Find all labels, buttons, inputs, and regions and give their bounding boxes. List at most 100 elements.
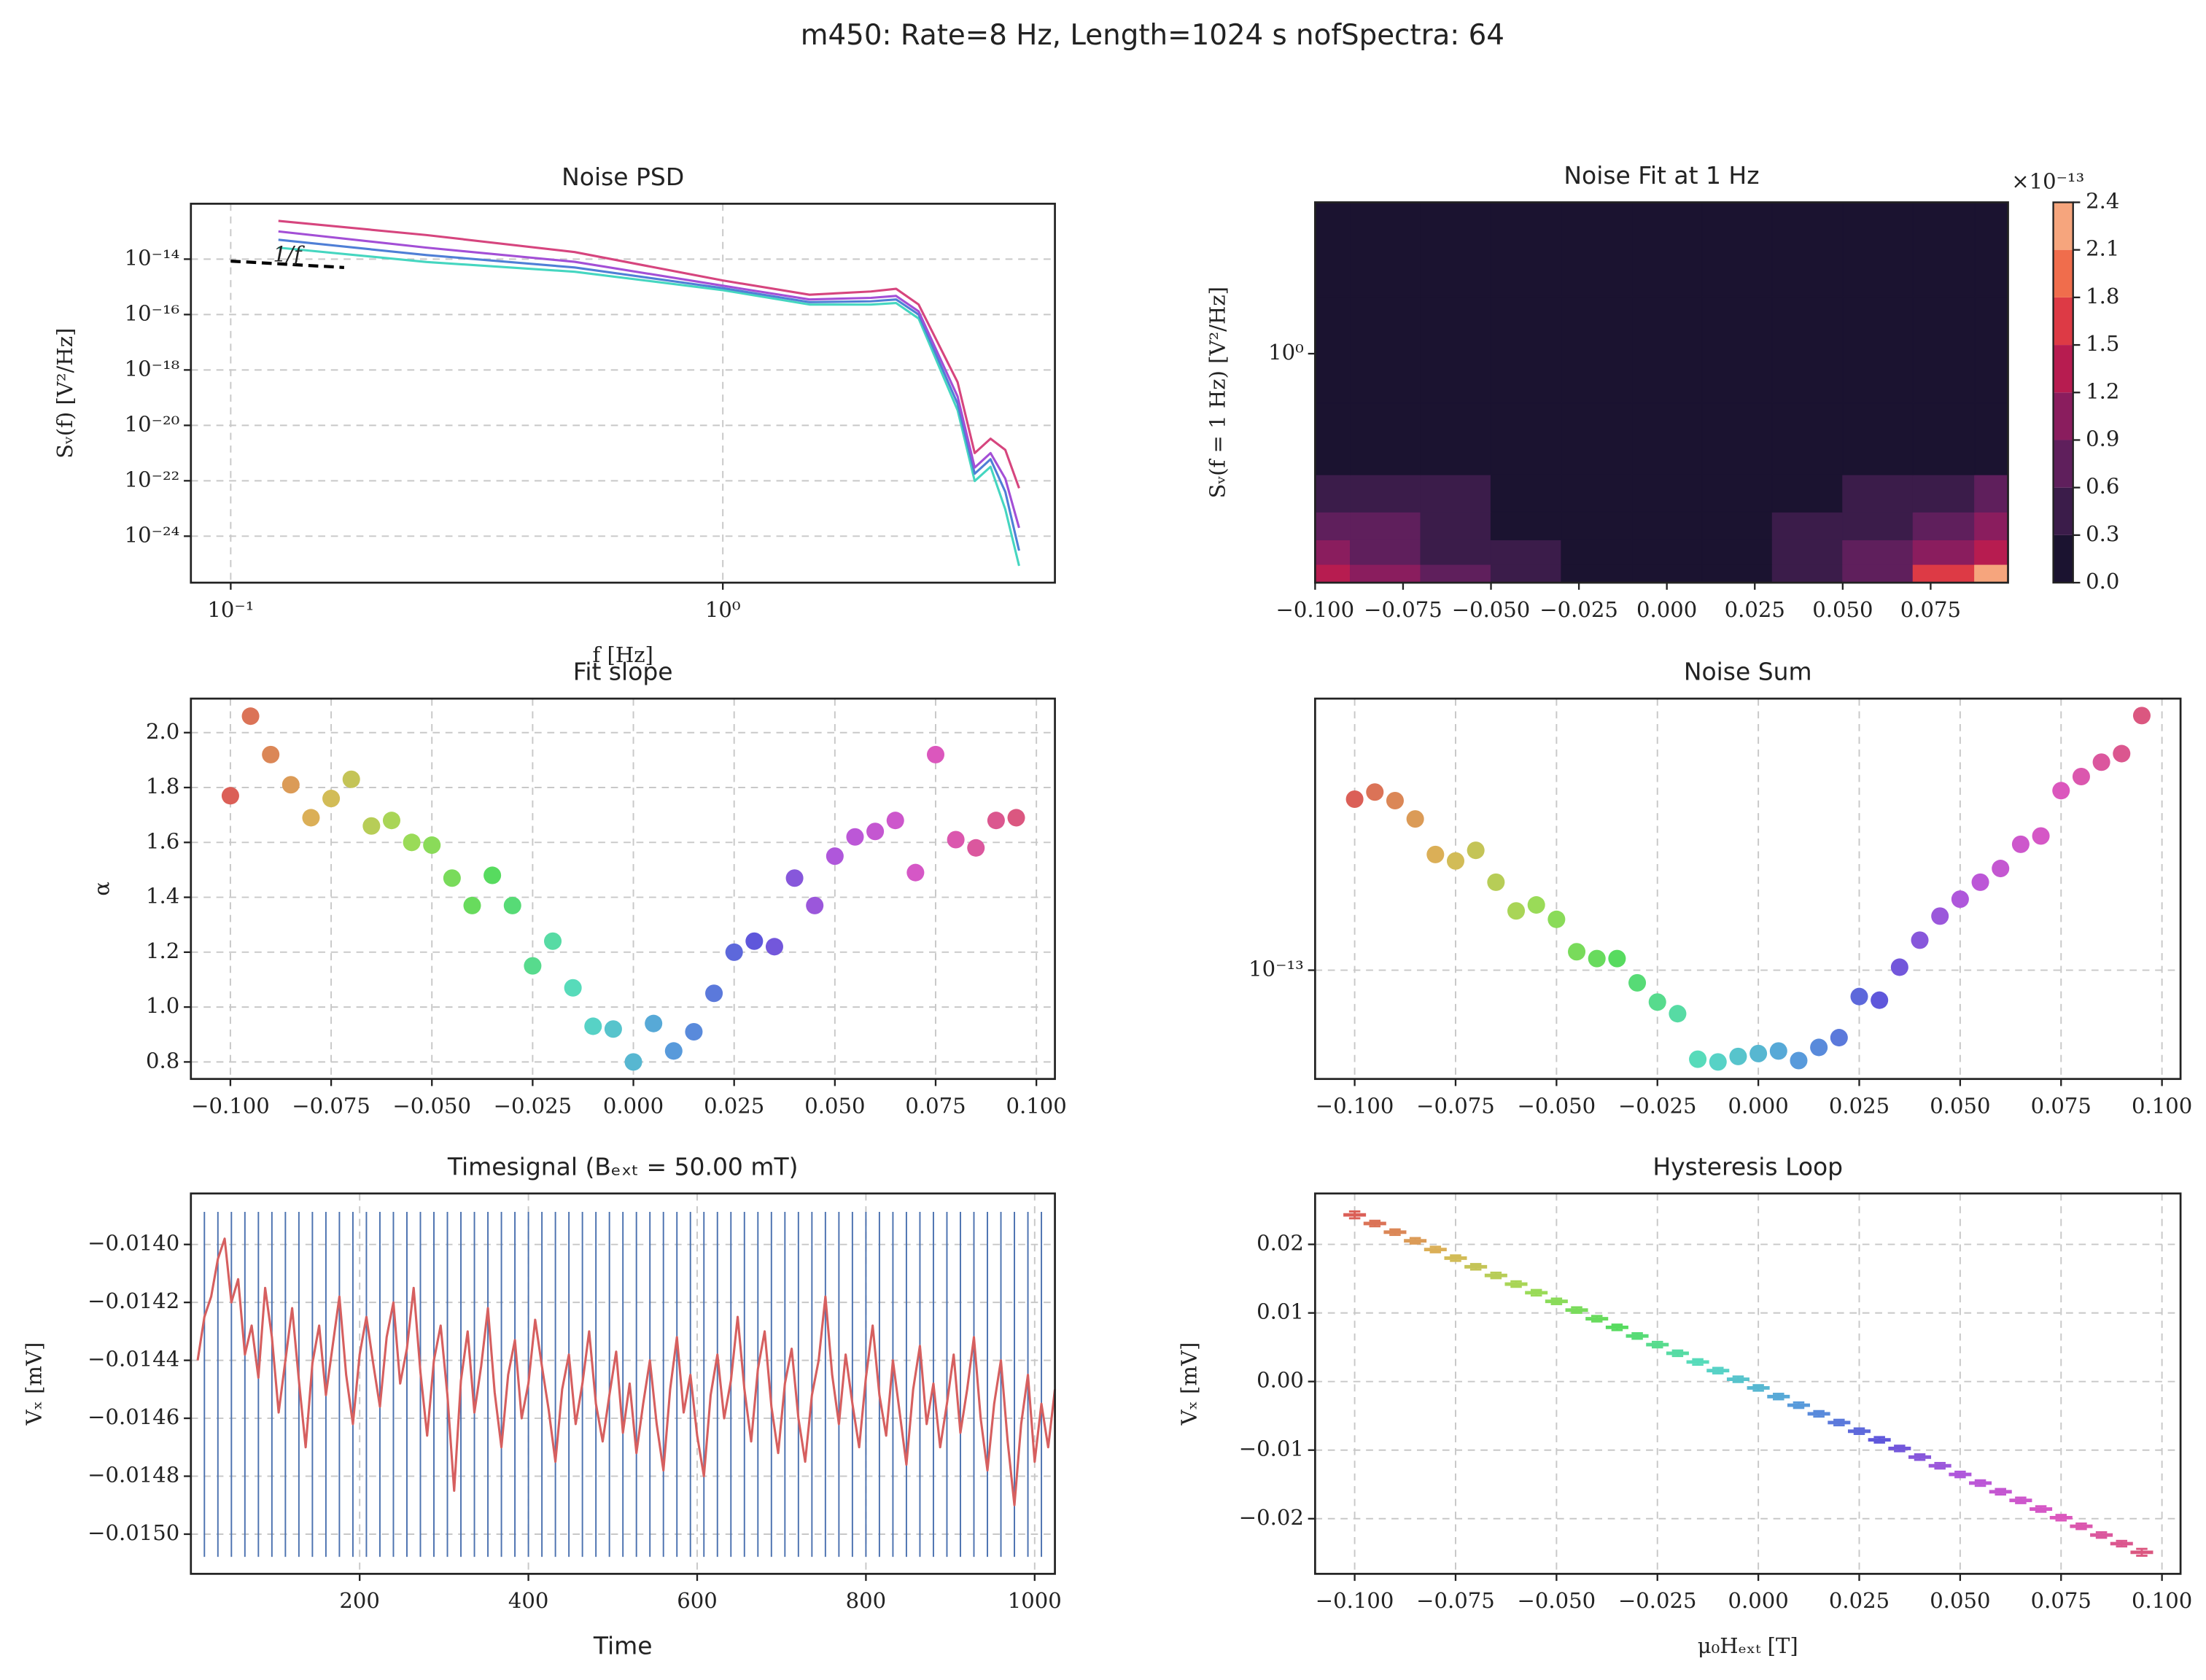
point [1709,1053,1727,1071]
line [278,219,1020,489]
x-tick-label: 0.075 [2031,1093,2092,1118]
contour-cell [1974,402,2009,475]
y-tick-label: 0.8 [146,1048,179,1073]
x-tick-label: 0.100 [1006,1093,1067,1118]
x-tick-label: 0.075 [1900,597,1961,622]
contour-cell [1314,402,1351,475]
point [322,790,341,808]
contour-cell [1314,295,1351,404]
contour-cell [1701,511,1773,540]
contour-cell [1631,474,1703,513]
contour-cell [1561,511,1633,540]
point [241,707,260,726]
point [1931,907,1949,925]
contour-cell [1912,564,1976,583]
contour-cell [1912,201,1976,298]
x-tick-label: 0.000 [1728,1588,1788,1613]
contour-cell [1631,201,1703,298]
point [624,1053,642,1071]
point [1007,809,1025,827]
contour-cell [1974,511,2009,540]
chart-title: Noise Fit at 1 Hz [1564,161,1759,190]
contour-cell [1314,201,1351,298]
point [604,1020,622,1038]
point [1507,902,1526,920]
annotation: 1/f [273,241,306,266]
point [725,943,743,961]
x-tick-label: −0.075 [1416,1093,1495,1118]
point [1971,873,1989,891]
point [1669,1005,1687,1023]
x-tick-label: 0.000 [1728,1093,1788,1118]
x-tick-label: 1000 [1008,1588,1062,1613]
x-tick-label: −0.025 [1618,1588,1697,1613]
contour-cell [1631,402,1703,475]
contour-cell [1771,539,1844,565]
colorbar-segment [2053,297,2073,346]
contour-cell [1490,539,1562,565]
point [403,833,421,852]
y-tick-label: −0.0142 [88,1288,179,1313]
contour-cell [1701,295,1773,404]
point [1871,991,1889,1009]
point [362,817,381,835]
point [866,822,885,841]
point [846,828,864,846]
line [278,246,1020,567]
y-tick-label: 1.4 [146,884,179,909]
x-axis-label: f [Hz] [592,642,653,667]
point [2032,827,2050,845]
y-axis-label: Sᵥ(f = 1 Hz) [V²/Hz] [1205,287,1230,499]
x-tick-label: 0.050 [1930,1093,1990,1118]
x-tick-label: 0.000 [1636,597,1697,622]
contour-cell [1350,201,1421,298]
x-tick-label: −0.075 [292,1093,370,1118]
y-tick-label: 10⁻¹⁸ [125,356,180,381]
chart-title: Fit slope [573,658,673,686]
point [685,1022,703,1041]
point [1689,1050,1707,1068]
contour-cell [1974,201,2009,298]
colorbar-tick-label: 2.1 [2086,236,2119,261]
y-tick-label: −0.0140 [88,1231,179,1256]
y-axis-label: Sᵥ(f) [V²/Hz] [53,328,77,459]
x-tick-label: −0.025 [1618,1093,1697,1118]
point [765,938,783,956]
point [524,957,542,975]
x-tick-label: 0.100 [2132,1093,2192,1118]
point [1648,993,1666,1011]
y-tick-label: 1.2 [146,938,179,963]
y-tick-label: 1.6 [146,828,179,853]
figure-title: m450: Rate=8 Hz, Length=1024 s nofSpectr… [801,19,1504,52]
contour-cell [1701,402,1773,475]
point [1527,896,1545,914]
contour-cell [1490,474,1562,513]
contour-cell [1420,474,1492,513]
contour-cell [1561,564,1633,583]
colorbar-segment [2053,534,2073,583]
y-tick-label: −0.02 [1239,1505,1304,1530]
x-tick-label: −0.050 [1518,1588,1596,1613]
x-tick-label: −0.100 [191,1093,270,1118]
plot-frame [190,697,1056,1081]
point [1790,1051,1808,1070]
y-tick-label: 10⁻²² [125,467,180,491]
plot-frame [1314,201,2009,584]
y-tick-label: 10⁻¹³ [1248,957,1304,981]
point [886,812,904,830]
line [196,1237,1057,1506]
line [278,230,1020,529]
contour-cell [1974,474,2009,513]
contour-cell [1771,295,1844,404]
contour-cell [1771,564,1844,583]
contour-cell [1420,511,1492,540]
point [1911,931,1929,949]
plot-frame [190,203,1056,584]
point [342,770,360,788]
chart-title: Noise PSD [562,163,684,191]
x-tick-label: 0.025 [1725,597,1785,622]
contour-cell [1350,402,1421,475]
chart-title: Noise Sum [1684,658,1812,686]
point [483,866,502,884]
point [745,932,764,950]
